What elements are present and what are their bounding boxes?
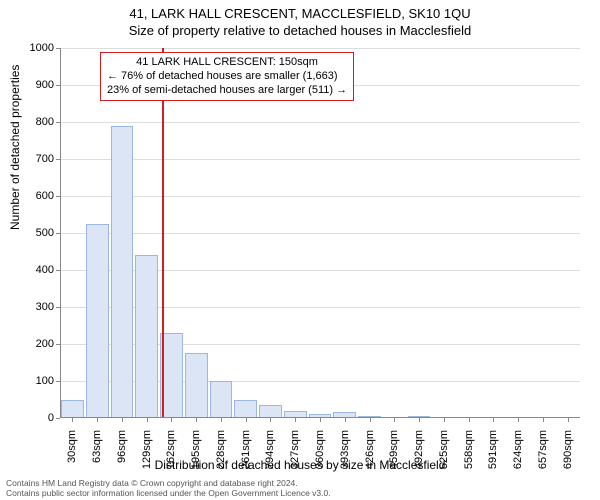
plot-area: 0100200300400500600700800900100030sqm63s… [60,48,580,418]
x-tick-label: 63sqm [91,430,103,480]
x-tick [221,418,222,422]
grid-line [60,159,580,160]
x-tick-label: 129sqm [141,430,153,480]
x-tick-label: 459sqm [388,430,400,480]
x-tick [543,418,544,422]
x-tick [122,418,123,422]
x-tick [518,418,519,422]
x-tick-label: 393sqm [339,430,351,480]
annotation-line3: 23% of semi-detached houses are larger (… [107,84,347,98]
x-tick-label: 195sqm [190,430,202,480]
x-tick-label: 261sqm [240,430,252,480]
y-tick-label: 500 [14,227,54,239]
grid-line [60,196,580,197]
x-tick [295,418,296,422]
annotation-line1: 41 LARK HALL CRESCENT: 150sqm [107,56,347,70]
chart-container: 41, LARK HALL CRESCENT, MACCLESFIELD, SK… [0,0,600,500]
y-axis-line [60,48,61,418]
x-tick-label: 162sqm [165,430,177,480]
y-tick-label: 800 [14,116,54,128]
footer-line2: Contains public sector information licen… [6,488,331,498]
grid-line [60,48,580,49]
y-tick-label: 200 [14,338,54,350]
x-tick-label: 228sqm [215,430,227,480]
footer-attribution: Contains HM Land Registry data © Crown c… [6,478,331,498]
histogram-bar [111,126,134,418]
y-tick-label: 100 [14,375,54,387]
x-tick [246,418,247,422]
histogram-bar [234,400,257,419]
histogram-bar [86,224,109,418]
x-tick [171,418,172,422]
x-tick [147,418,148,422]
grid-line [60,233,580,234]
x-tick-label: 591sqm [487,430,499,480]
x-tick [568,418,569,422]
x-tick-label: 327sqm [289,430,301,480]
x-tick-label: 690sqm [562,430,574,480]
y-tick-label: 400 [14,264,54,276]
x-tick [469,418,470,422]
y-tick-label: 900 [14,79,54,91]
annotation-box: 41 LARK HALL CRESCENT: 150sqm ← 76% of d… [100,52,354,101]
annotation-line2: ← 76% of detached houses are smaller (1,… [107,70,347,84]
x-tick-label: 657sqm [537,430,549,480]
x-tick-label: 294sqm [264,430,276,480]
histogram-bar [135,255,158,418]
x-axis-label: Distribution of detached houses by size … [0,458,600,472]
x-tick-label: 96sqm [116,430,128,480]
x-tick [97,418,98,422]
y-tick-label: 600 [14,190,54,202]
x-tick-label: 426sqm [364,430,376,480]
x-tick [345,418,346,422]
y-tick-label: 300 [14,301,54,313]
y-tick-label: 700 [14,153,54,165]
x-tick [270,418,271,422]
x-tick-label: 525sqm [438,430,450,480]
grid-line [60,122,580,123]
x-tick-label: 30sqm [66,430,78,480]
x-tick [72,418,73,422]
x-axis-line [60,417,580,418]
x-tick [394,418,395,422]
x-tick [370,418,371,422]
histogram-bar [61,400,84,419]
chart-title-address: 41, LARK HALL CRESCENT, MACCLESFIELD, SK… [0,0,600,21]
footer-line1: Contains HM Land Registry data © Crown c… [6,478,331,488]
x-tick-label: 360sqm [314,430,326,480]
histogram-bar [210,381,233,418]
histogram-bar [185,353,208,418]
x-tick [196,418,197,422]
y-tick [56,418,60,419]
chart-subtitle: Size of property relative to detached ho… [0,21,600,38]
y-tick-label: 1000 [14,42,54,54]
x-tick [320,418,321,422]
x-tick-label: 492sqm [413,430,425,480]
x-tick [493,418,494,422]
x-tick [419,418,420,422]
x-tick-label: 558sqm [463,430,475,480]
x-tick-label: 624sqm [512,430,524,480]
property-marker-line [162,48,164,418]
x-tick [444,418,445,422]
y-tick-label: 0 [14,412,54,424]
